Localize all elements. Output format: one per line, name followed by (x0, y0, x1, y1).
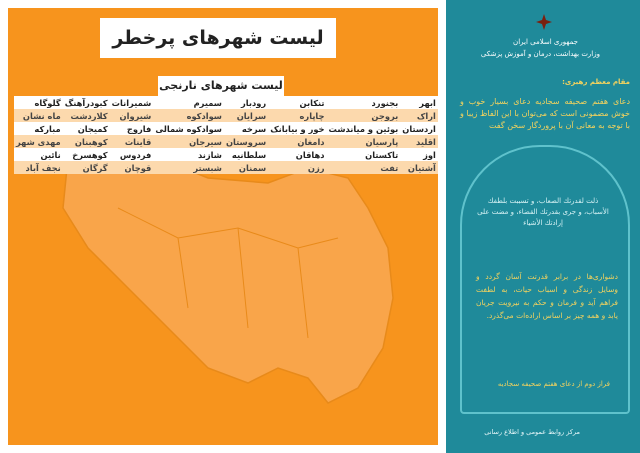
quote: دعای هفتم صحیفه سجادیه دعای بسیار خوب و … (460, 97, 630, 130)
table-row: آشتیان تفت رزن سمنان شبستر قوچان گرگان نجف آباد (14, 161, 438, 174)
city-cell: سروستان (223, 135, 269, 148)
table-row: اقلید پارسیان دامغان سروستان سیرجان قاینات کوه… (14, 135, 438, 148)
source: فراز دوم از دعای هفتم صحیفه سجادیه (497, 380, 610, 388)
city-cell: ماه نشان (14, 109, 63, 122)
city-cell: فردوس (109, 148, 154, 161)
table-row: ابهر بجنورد تنکابن رودبار سمیرم شمیرانات کبودر… (14, 96, 438, 109)
emblem (536, 14, 552, 30)
city-cell: اردستان (400, 122, 438, 135)
arabic-text: ذلت لقدرتك الصعاب، و تسببت بلطفك الأسباب… (477, 197, 609, 227)
city-cell: اوز (400, 148, 438, 161)
city-cell: رودبار (223, 96, 269, 109)
city-cell: نجف آباد (14, 161, 63, 174)
city-cell: سرایان (223, 109, 269, 122)
country: جمهوری اسلامی ایران (513, 38, 578, 46)
city-cell: اقلید (400, 135, 438, 148)
city-cell: شازند (153, 148, 224, 161)
map-borders (117, 207, 339, 339)
iran-map (62, 137, 394, 404)
city-cell: نائین (14, 148, 63, 161)
city-cell: کوهبنان (62, 135, 110, 148)
city-cell: گرگان (62, 161, 110, 174)
city-cell: مهدی شهر (14, 135, 63, 148)
city-cell: رزن (268, 161, 327, 174)
city-cell: کلاردشت (62, 109, 110, 122)
city-cell: گلوگاه (14, 96, 63, 109)
city-cell: آشتیان (400, 161, 438, 174)
map-shape (62, 137, 394, 404)
city-cell: شبستر (153, 161, 224, 174)
table-row: اوز تاکستان دهاقان سلطانیه شازند فردوس کوهسرخ ن… (14, 148, 438, 161)
city-cell: دامغان (268, 135, 327, 148)
city-cell: شمیرانات (109, 96, 154, 109)
city-cell: بجنورد (326, 96, 401, 109)
left-panel: لیست شهرهای پرخطر لیست شهرهای نارنجی ابه… (8, 8, 438, 445)
title: لیست شهرهای پرخطر (100, 18, 336, 58)
city-cell: بروجن (326, 109, 401, 122)
subtitle: لیست شهرهای نارنجی (158, 76, 284, 96)
right-panel: جمهوری اسلامی ایران وزارت بهداشت، درمان … (446, 0, 640, 453)
translation: دشواری‌ها در برابر قدرتت آسان گردد و وسا… (476, 272, 618, 320)
city-cell: سمیرم (153, 96, 224, 109)
speaker: مقام معظم رهبری: (562, 78, 630, 86)
city-cell: اراک (400, 109, 438, 122)
footer: مرکز روابط عمومی و اطلاع رسانی (484, 428, 580, 436)
city-cell: کبودرآهنگ (62, 96, 110, 109)
city-cell: ابهر (400, 96, 438, 109)
city-cell: دهاقان (268, 148, 327, 161)
city-cell: شیروان (109, 109, 154, 122)
city-cell: تفت (326, 161, 401, 174)
city-cell: سوادکوه (153, 109, 224, 122)
city-cell: چاپاره (268, 109, 327, 122)
city-cell: کمیجان (62, 122, 110, 135)
city-cell: تنکابن (268, 96, 327, 109)
city-cell: بوئین و میاندشت (326, 122, 401, 135)
frame (460, 145, 630, 414)
table-row: اراک بروجن چاپاره سرایان سوادکوه شیروان کلاردش… (14, 109, 438, 122)
city-cell: پارسیان (326, 135, 401, 148)
ministry: وزارت بهداشت، درمان و آموزش پزشکی (480, 50, 600, 58)
city-cell: سوادکوه شمالی (153, 122, 224, 135)
city-cell: کوهسرخ (62, 148, 110, 161)
city-table: ابهر بجنورد تنکابن رودبار سمیرم شمیرانات کبودر… (14, 96, 438, 174)
orange-panel: لیست شهرهای پرخطر لیست شهرهای نارنجی ابه… (8, 8, 438, 445)
city-cell: سلطانیه (223, 148, 269, 161)
city-cell: سمنان (223, 161, 269, 174)
city-cell: قاینات (109, 135, 154, 148)
city-cell: تاکستان (326, 148, 401, 161)
city-cell: فاروج (109, 122, 154, 135)
city-cell: سیرجان (153, 135, 224, 148)
city-cell: سرخه (223, 122, 269, 135)
table-row: اردستان بوئین و میاندشت خور و بیابانک سرخه س… (14, 122, 438, 135)
city-cell: قوچان (109, 161, 154, 174)
city-cell: خور و بیابانک (268, 122, 327, 135)
city-cell: مبارکه (14, 122, 63, 135)
